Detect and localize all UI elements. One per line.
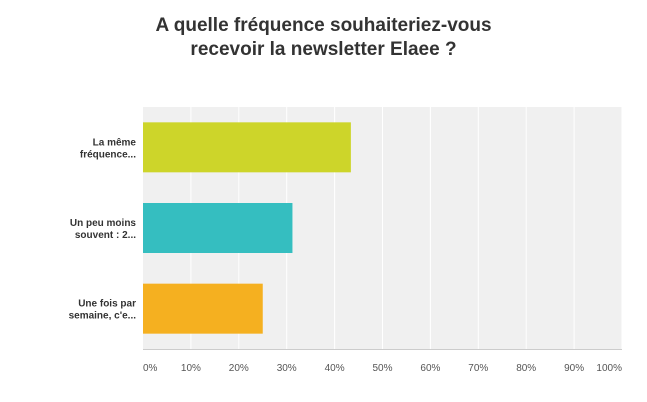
x-tick-label: 50% [372, 363, 392, 374]
x-tick-label: 0% [143, 363, 158, 374]
category-label: Une fois par [78, 299, 136, 310]
category-label: La même [93, 137, 137, 148]
bar-1 [143, 122, 351, 173]
chart-title-line-2: recevoir la newsletter Elaee ? [190, 39, 457, 60]
x-tick-label: 20% [229, 363, 249, 374]
category-label: souvent : 2... [75, 230, 136, 241]
category-label: Un peu moins [70, 218, 137, 229]
bar-2 [143, 203, 293, 253]
x-tick-label: 10% [181, 363, 201, 374]
x-tick-label: 40% [325, 363, 345, 374]
x-tick-label: 70% [468, 363, 488, 374]
x-tick-label: 60% [420, 363, 440, 374]
chart-title: A quelle fréquence souhaiteriez-vous rec… [0, 14, 647, 62]
x-tick-label: 80% [516, 363, 536, 374]
bar-3 [143, 283, 263, 334]
chart-title-line-1: A quelle fréquence souhaiteriez-vous [155, 15, 492, 36]
category-label: semaine, c'e... [69, 311, 137, 322]
x-tick-label: 90% [564, 363, 584, 374]
x-tick-label: 100% [596, 363, 622, 374]
category-label: fréquence... [80, 149, 136, 160]
x-tick-label: 30% [277, 363, 297, 374]
